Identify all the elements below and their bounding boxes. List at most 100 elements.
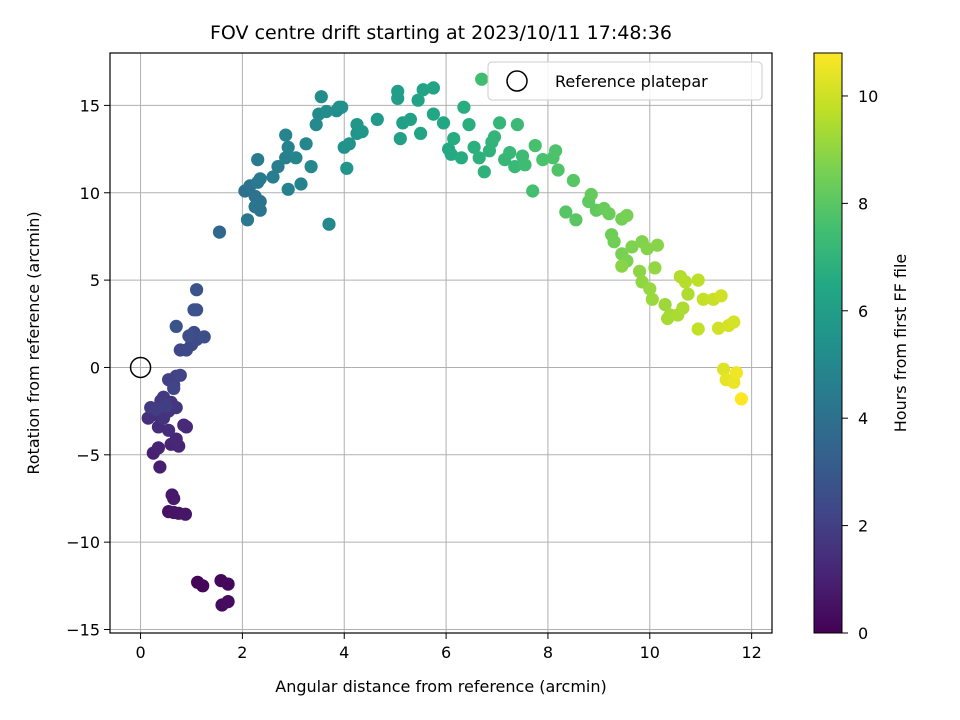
data-point-65 [281, 140, 295, 154]
data-point-63 [281, 182, 295, 196]
reference-marker-group [129, 356, 152, 379]
x-tick-label-6: 12 [741, 643, 761, 662]
data-point-98 [447, 132, 461, 146]
data-point-111 [508, 160, 522, 174]
data-point-122 [559, 205, 573, 219]
data-point-61 [271, 160, 285, 174]
x-tick-label-4: 8 [543, 643, 553, 662]
data-point-9 [178, 507, 192, 521]
data-point-107 [487, 130, 502, 144]
colorbar-ticks: 0 2 4 6 8 10 [842, 87, 878, 643]
data-point-161 [727, 315, 741, 329]
data-point-91 [416, 83, 430, 97]
y-axis-label: Rotation from reference (arcmin) [24, 211, 43, 474]
data-point-48 [169, 319, 183, 333]
legend-marker [506, 70, 528, 92]
legend-box [487, 61, 763, 101]
data-point-20 [162, 423, 176, 437]
y-axis-ticks: −15 −10 −5 0 5 10 15 [66, 96, 110, 640]
data-point-62 [279, 151, 293, 165]
data-point-64 [294, 177, 308, 191]
data-point-11 [167, 491, 181, 506]
data-point-43 [182, 329, 196, 343]
legend: Reference platepar [487, 61, 763, 101]
data-point-58 [253, 172, 267, 186]
x-axis-label: Angular distance from reference (arcmin) [275, 677, 606, 696]
data-point-143 [648, 261, 662, 275]
data-point-67 [289, 151, 303, 165]
data-point-120 [549, 144, 563, 158]
data-point-99 [454, 151, 468, 165]
x-axis-ticks: 0 2 4 6 8 10 12 [135, 633, 762, 662]
data-point-100 [457, 100, 471, 114]
y-tick-label-4: 5 [90, 271, 100, 290]
data-point-46 [187, 303, 201, 317]
data-point-148 [661, 311, 675, 326]
x-tick-label-1: 2 [237, 643, 247, 662]
data-point-44 [197, 330, 211, 344]
y-tick-label-0: −15 [66, 621, 100, 640]
colorbar-tick-label-2: 4 [858, 409, 868, 428]
data-point-138 [640, 242, 654, 256]
data-point-1 [196, 579, 210, 593]
x-tick-label-3: 6 [441, 643, 451, 662]
data-point-97 [444, 147, 458, 161]
data-point-37 [167, 381, 181, 395]
chart-title: FOV centre drift starting at 2023/10/11 … [210, 22, 672, 44]
data-point-17 [169, 432, 183, 446]
y-tick-label-1: −10 [66, 533, 100, 552]
data-point-92 [426, 81, 440, 95]
colorbar-tick-label-1: 2 [858, 517, 868, 536]
data-point-5 [221, 595, 235, 609]
data-point-71 [309, 118, 323, 132]
data-point-83 [350, 118, 364, 132]
data-point-104 [477, 165, 491, 179]
data-point-124 [569, 213, 583, 227]
data-point-127 [584, 187, 598, 202]
reference-platepar-marker [129, 356, 152, 379]
data-point-159 [711, 321, 726, 335]
data-point-133 [620, 208, 634, 223]
data-point-156 [696, 292, 710, 306]
data-point-154 [691, 273, 705, 287]
data-point-165 [729, 366, 744, 380]
colorbar-gradient [813, 52, 843, 634]
data-point-103 [472, 151, 486, 165]
data-point-49 [212, 225, 227, 239]
data-point-14 [151, 441, 165, 455]
data-point-3 [221, 577, 235, 591]
x-tick-label-0: 0 [135, 643, 145, 662]
data-point-89 [403, 112, 417, 126]
colorbar-tick-label-5: 10 [858, 87, 878, 106]
data-point-136 [625, 240, 639, 254]
data-point-19 [177, 418, 191, 432]
data-point-88 [393, 132, 407, 146]
data-point-90 [411, 93, 425, 107]
data-point-93 [414, 126, 428, 140]
data-point-150 [676, 301, 690, 315]
colorbar: 0 2 4 6 8 10 Hours from first FF file [813, 52, 910, 643]
x-tick-label-5: 10 [640, 643, 660, 662]
colorbar-label: Hours from first FF file [891, 254, 910, 433]
data-point-59 [251, 153, 265, 167]
colorbar-tick-label-0: 0 [858, 624, 868, 643]
data-point-144 [643, 282, 657, 296]
legend-label: Reference platepar [555, 72, 708, 91]
data-point-139 [650, 238, 665, 252]
data-point-86 [391, 91, 405, 105]
data-point-55 [248, 200, 262, 214]
data-point-129 [602, 207, 616, 221]
y-tick-label-5: 10 [80, 184, 100, 203]
data-point-116 [526, 184, 540, 198]
data-point-73 [319, 104, 333, 119]
data-point-146 [658, 298, 672, 312]
data-point-158 [714, 289, 728, 303]
data-point-31 [149, 402, 163, 416]
y-tick-label-6: 15 [80, 96, 100, 115]
colorbar-tick-label-3: 6 [858, 302, 868, 321]
data-point-66 [279, 128, 293, 142]
data-point-95 [436, 116, 451, 130]
data-point-123 [566, 173, 581, 188]
y-tick-label-3: 0 [90, 358, 100, 377]
